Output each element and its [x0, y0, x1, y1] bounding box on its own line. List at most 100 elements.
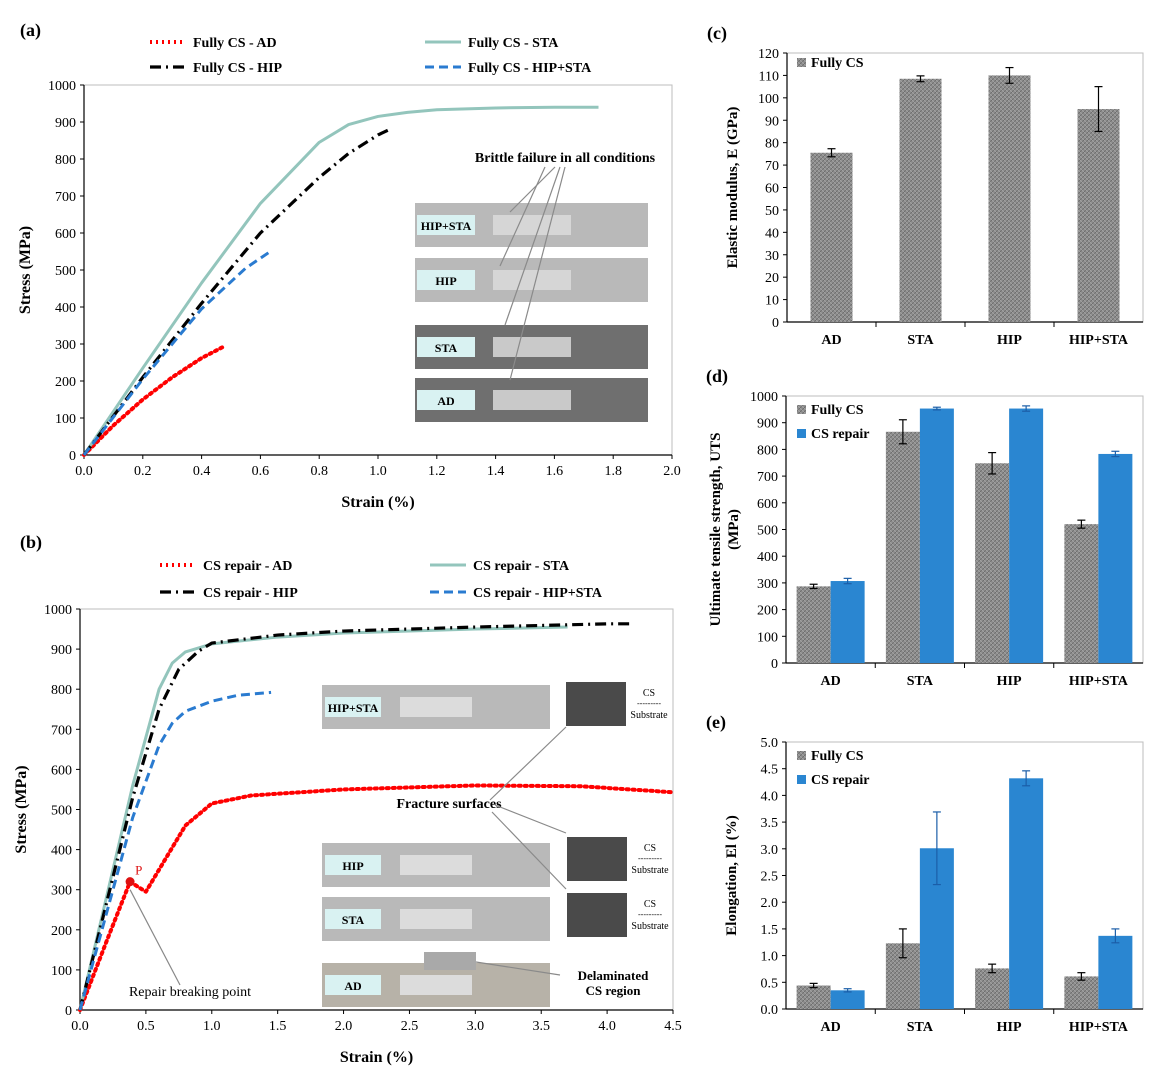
x-tick-label: STA	[907, 1020, 934, 1035]
annotation-arrow	[475, 961, 561, 976]
x-tick-label: 1.2	[428, 464, 446, 479]
bar-fully	[1064, 524, 1099, 663]
y-tick-label: 0	[772, 316, 779, 331]
specimen-tag	[325, 975, 381, 995]
inset-substrate-label: Substrate	[630, 710, 668, 721]
x-tick-label: 0.2	[134, 464, 152, 479]
marker-label: P	[135, 863, 142, 878]
series-line-ad	[82, 343, 228, 457]
y-tick-label: 100	[758, 92, 779, 107]
series-line-hipsta	[78, 690, 272, 1011]
y-tick-label: 1000	[48, 79, 76, 94]
x-tick-label: 0.6	[252, 464, 270, 479]
x-tick-label: 3.0	[467, 1019, 485, 1034]
y-tick-label: 120	[758, 47, 779, 62]
y-tick-label: 0	[65, 1004, 72, 1019]
y-tick-label: 1000	[44, 603, 72, 618]
y-tick-label: 300	[51, 884, 72, 899]
x-tick-label: AD	[821, 333, 841, 348]
y-tick-label: 0	[69, 449, 76, 464]
y-tick-label: 10	[765, 294, 779, 309]
annotation-arrow	[491, 811, 567, 890]
x-tick-label: HIP+STA	[1069, 333, 1129, 348]
x-tick-label: HIP+STA	[1069, 1020, 1129, 1035]
bar-repair	[1098, 935, 1133, 1009]
y-tick-label: 30	[765, 249, 779, 264]
annotation-note: Brittle failure in all conditions	[475, 151, 656, 166]
y-tick-label: 50	[765, 204, 779, 219]
specimen-tag	[325, 909, 381, 929]
series-line-sta	[78, 625, 568, 1011]
y-tick-label: 800	[757, 443, 778, 458]
inset-cs-label: CS	[644, 843, 656, 854]
y-tick-label: 600	[51, 763, 72, 778]
x-tick-label: STA	[907, 333, 934, 348]
bar-repair	[919, 408, 954, 663]
bar-fully	[885, 431, 920, 663]
series-line-hipsta	[82, 250, 271, 456]
x-tick-label: STA	[907, 674, 934, 689]
y-tick-label: 80	[765, 137, 779, 152]
panel-label: (b)	[20, 532, 42, 553]
series-line-hip	[78, 622, 634, 1011]
y-tick-label: 1000	[750, 390, 778, 405]
y-axis-label: Stress (MPa)	[17, 226, 34, 314]
panel-label: (a)	[20, 20, 41, 41]
y-tick-label: 2.5	[761, 870, 779, 885]
x-tick-label: 1.0	[369, 464, 387, 479]
y-tick-label: 100	[51, 964, 72, 979]
y-tick-label: 400	[55, 301, 76, 316]
series-line-sta	[82, 105, 599, 456]
y-tick-label: 200	[55, 375, 76, 390]
fracture-surface-photo	[566, 682, 626, 726]
specimen-gauge	[400, 909, 472, 929]
y-tick-label: 40	[765, 226, 779, 241]
specimen-gauge	[400, 975, 472, 995]
y-tick-label: 60	[765, 182, 779, 197]
y-tick-label: 1.0	[761, 950, 779, 965]
x-tick-label: 4.5	[664, 1019, 682, 1034]
x-tick-label: 1.8	[604, 464, 622, 479]
y-tick-label: 700	[55, 190, 76, 205]
x-tick-label: 1.4	[487, 464, 505, 479]
y-axis-label: Elastic modulus, E (GPa)	[725, 107, 741, 269]
y-tick-label: 4.0	[761, 789, 779, 804]
x-tick-label: 0.0	[75, 464, 93, 479]
bar-fully	[1064, 976, 1099, 1009]
y-axis-label: Ultimate tensile strength, UTS (MPa)	[708, 433, 742, 627]
y-tick-label: 300	[55, 338, 76, 353]
specimen-gauge	[400, 855, 472, 875]
annotation-delaminated: Delaminated CS region	[578, 968, 650, 998]
y-tick-label: 300	[757, 577, 778, 592]
x-tick-label: 0.8	[310, 464, 328, 479]
legend-label-sta: CS repair - STA	[473, 559, 570, 574]
legend-swatch-repair	[797, 429, 806, 438]
bar-fully	[810, 152, 853, 322]
bar-fully	[796, 586, 831, 663]
fracture-surface-photo	[567, 893, 627, 937]
y-tick-label: 2.0	[761, 896, 779, 911]
y-tick-label: 400	[51, 844, 72, 859]
y-tick-label: 800	[51, 683, 72, 698]
specimen-tag	[417, 270, 475, 290]
x-tick-label: AD	[821, 1020, 841, 1035]
annotation-arrow	[509, 166, 556, 213]
specimen-label: STA	[435, 341, 458, 355]
specimen-label: STA	[342, 913, 365, 927]
y-tick-label: 900	[51, 643, 72, 658]
annotation-arrow	[129, 889, 181, 986]
inset-cs-label: CS	[643, 688, 655, 699]
specimen-gauge	[493, 270, 571, 290]
legend-label-fully: Fully CS	[811, 56, 864, 71]
y-tick-label: 500	[55, 264, 76, 279]
y-tick-label: 0.0	[761, 1003, 779, 1018]
y-tick-label: 0.5	[761, 976, 779, 991]
y-tick-label: 3.0	[761, 843, 779, 858]
y-tick-label: 500	[757, 524, 778, 539]
specimen-label: HIP	[435, 274, 456, 288]
x-tick-label: 2.0	[663, 464, 681, 479]
inset-substrate-label: Substrate	[631, 921, 669, 932]
y-tick-label: 200	[51, 924, 72, 939]
specimen-label: AD	[344, 979, 362, 993]
